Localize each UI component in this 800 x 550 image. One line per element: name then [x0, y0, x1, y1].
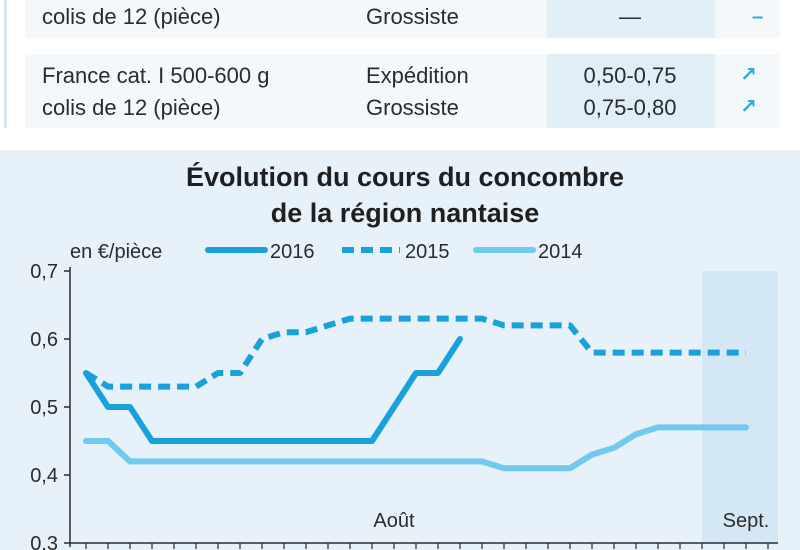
- row1-stage-line2: Grossiste: [366, 4, 459, 29]
- x-label: Août: [373, 510, 415, 532]
- row2-price-line1: 0,50-0,75: [583, 63, 677, 88]
- legend-label-2016: 2016: [270, 241, 315, 263]
- series-lines: [83, 315, 749, 472]
- chart-title-line1: Évolution du cours du concombre: [186, 161, 624, 192]
- row1-trend-line2: –: [752, 6, 764, 28]
- x-axis: Août Sept.: [70, 510, 778, 549]
- legend-label-2015: 2015: [405, 241, 450, 263]
- chart-panel: [0, 150, 800, 550]
- row2-trend-up-icon-2: ↗: [740, 96, 757, 118]
- row2-stage-line1: Expédition: [366, 63, 469, 88]
- row2-product-line2: colis de 12 (pièce): [42, 95, 221, 120]
- row2-trend-up-icon-1: ↗: [740, 64, 757, 86]
- y-tick-label: 0,3: [30, 533, 58, 550]
- y-tick-label: 0,6: [30, 329, 58, 351]
- legend: 2016 2015 2014: [205, 241, 583, 263]
- row2-price-line2: 0,75-0,80: [583, 95, 677, 120]
- row2-product-line1: France cat. I 500-600 g: [42, 63, 270, 88]
- table-left-rule: [4, 0, 7, 128]
- y-tick-label: 0,7: [30, 261, 58, 283]
- series-line-2015: [84, 315, 746, 390]
- price-table: colis de 12 (pièce) Grossiste — – France…: [0, 0, 800, 132]
- y-tick-label: 0,5: [30, 397, 58, 419]
- row1-price-line2: —: [619, 4, 641, 29]
- x-label: Sept.: [723, 510, 770, 532]
- row1-product-line2: colis de 12 (pièce): [42, 4, 221, 29]
- unit-label: en €/pièce: [70, 241, 162, 263]
- series-line-2016: [83, 336, 463, 444]
- y-tick-label: 0,4: [30, 465, 58, 487]
- row2-stage-line2: Grossiste: [366, 95, 459, 120]
- september-band: [702, 271, 778, 543]
- series-line-2014: [83, 424, 749, 472]
- legend-label-2014: 2014: [538, 241, 583, 263]
- y-axis: 0,3 0,4 0,5 0,6 0,7: [30, 261, 71, 550]
- chart-title-line2: de la région nantaise: [271, 198, 540, 228]
- price-column-highlight: [547, 0, 715, 128]
- row-separator: [25, 38, 780, 54]
